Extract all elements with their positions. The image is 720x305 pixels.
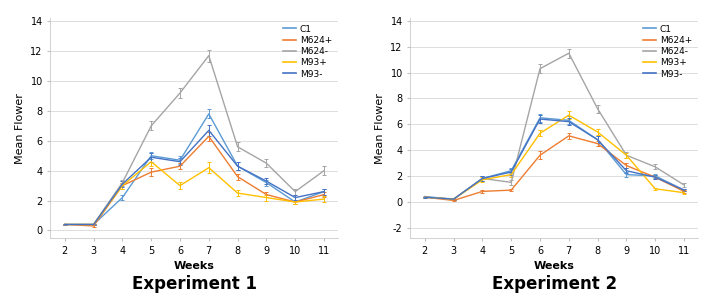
- Y-axis label: Mean Flower: Mean Flower: [15, 93, 24, 163]
- X-axis label: Weeks: Weeks: [534, 261, 575, 271]
- X-axis label: Weeks: Weeks: [174, 261, 215, 271]
- Legend: C1, M624+, M624-, M93+, M93-: C1, M624+, M624-, M93+, M93-: [641, 23, 694, 81]
- Legend: C1, M624+, M624-, M93+, M93-: C1, M624+, M624-, M93+, M93-: [281, 23, 334, 81]
- Y-axis label: Mean Flower: Mean Flower: [375, 93, 384, 163]
- Text: Experiment 1: Experiment 1: [132, 275, 257, 293]
- Text: Experiment 2: Experiment 2: [492, 275, 617, 293]
